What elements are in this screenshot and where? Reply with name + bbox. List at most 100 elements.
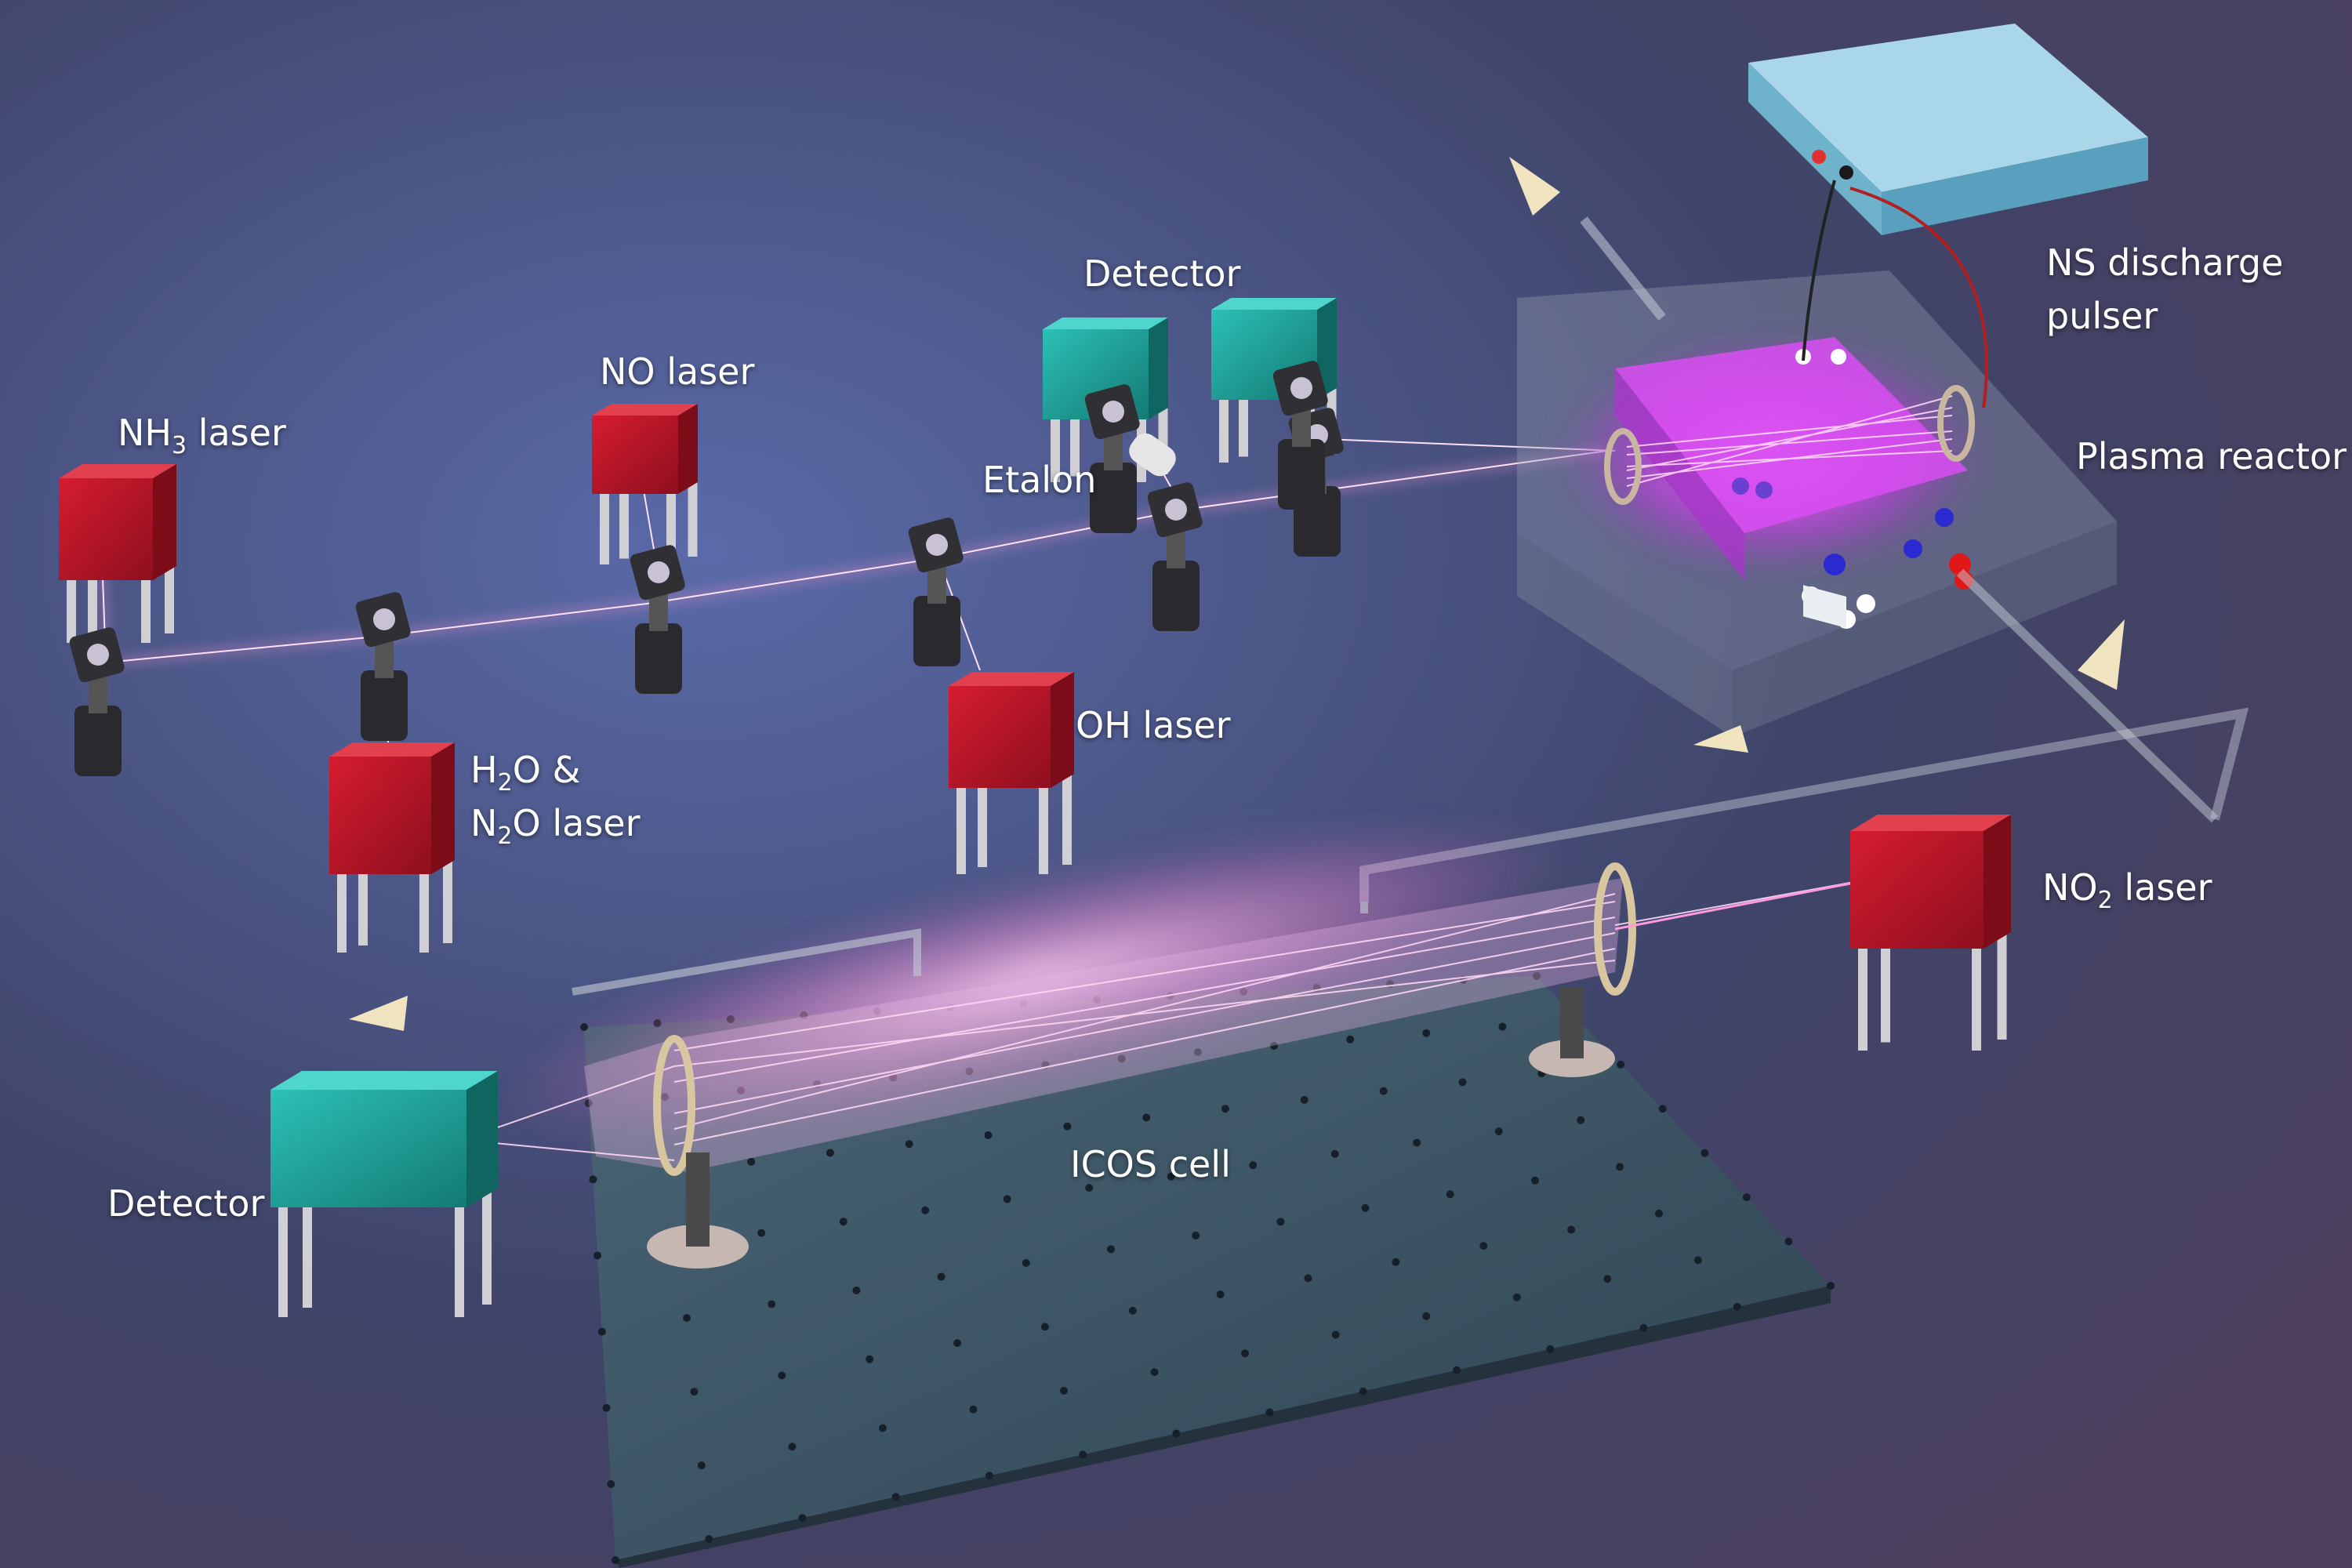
oh-laser-label: OH laser bbox=[1076, 704, 1231, 746]
table-hole bbox=[690, 1388, 699, 1396]
table-hole bbox=[826, 1149, 834, 1157]
table-hole bbox=[757, 1229, 766, 1237]
table-hole bbox=[1270, 1042, 1278, 1050]
table-hole bbox=[1172, 1429, 1181, 1438]
table-hole bbox=[1304, 1274, 1312, 1283]
table-hole bbox=[1330, 1149, 1339, 1158]
laser-sources bbox=[59, 404, 2011, 1051]
table-hole bbox=[778, 1371, 786, 1380]
mirror-mount bbox=[630, 545, 685, 694]
return-arrow bbox=[1693, 725, 1748, 753]
table-hole bbox=[878, 1424, 887, 1432]
table-hole bbox=[1167, 1172, 1175, 1181]
mirror-mount bbox=[355, 592, 411, 741]
table-hole bbox=[1128, 1306, 1137, 1315]
table-hole bbox=[1446, 1190, 1454, 1199]
table-hole bbox=[839, 1218, 848, 1226]
table-hole bbox=[788, 1443, 797, 1451]
table-hole bbox=[593, 1251, 602, 1260]
table-hole bbox=[1142, 1113, 1151, 1122]
no-laser-label: NO laser bbox=[600, 350, 755, 393]
detector-bottom-box bbox=[270, 1071, 498, 1317]
h2o-n2o-laser-label: H2O & N2O laser bbox=[470, 749, 641, 851]
table-hole bbox=[1498, 1022, 1507, 1031]
table-hole bbox=[1479, 1242, 1488, 1250]
table-hole bbox=[1577, 1116, 1585, 1124]
table-hole bbox=[1003, 1195, 1011, 1203]
table-hole bbox=[1655, 1209, 1663, 1218]
table-hole bbox=[1453, 1366, 1461, 1374]
gas-inlet-arrow bbox=[1509, 157, 1560, 216]
detectors bbox=[270, 298, 1337, 1317]
table-hole bbox=[921, 1206, 930, 1214]
table-hole bbox=[1392, 1258, 1400, 1266]
table-hole bbox=[683, 1314, 691, 1322]
table-hole bbox=[612, 1556, 619, 1564]
table-hole bbox=[1827, 1282, 1835, 1290]
no2-beam bbox=[1614, 880, 1859, 931]
icos-cell bbox=[349, 821, 1855, 1269]
table-hole bbox=[597, 1327, 606, 1336]
etalon bbox=[1129, 433, 1176, 477]
table-hole bbox=[852, 1287, 861, 1294]
etalon-label: Etalon bbox=[982, 459, 1097, 501]
table-hole bbox=[1658, 1105, 1667, 1113]
plasma-reactor-label: Plasma reactor bbox=[2076, 435, 2347, 477]
table-hole bbox=[1361, 1203, 1370, 1212]
table-hole bbox=[697, 1461, 706, 1470]
table-hole bbox=[1085, 1184, 1094, 1192]
h2o-n2o-laser-box bbox=[329, 742, 455, 953]
mirror-mount bbox=[1084, 384, 1140, 533]
table-hole bbox=[1300, 1095, 1308, 1104]
table-hole bbox=[798, 1514, 807, 1523]
table-hole bbox=[747, 1157, 756, 1166]
gas-outlet-arrow bbox=[2078, 619, 2125, 690]
table-hole bbox=[866, 1355, 874, 1363]
table-hole bbox=[1700, 1149, 1709, 1157]
table-hole bbox=[1060, 1386, 1068, 1395]
table-hole bbox=[1276, 1218, 1285, 1226]
table-hole bbox=[1359, 1387, 1367, 1396]
table-hole bbox=[1150, 1368, 1159, 1377]
exhaust-arrow bbox=[349, 996, 408, 1031]
table-hole bbox=[905, 1140, 913, 1149]
table-hole bbox=[891, 1493, 900, 1501]
icos-cell-label: ICOS cell bbox=[1070, 1143, 1231, 1185]
table-hole bbox=[1617, 1060, 1625, 1069]
table-hole bbox=[1693, 1256, 1702, 1265]
table-hole bbox=[602, 1403, 611, 1412]
mirror-mounts bbox=[69, 361, 1344, 776]
table-hole bbox=[1079, 1450, 1087, 1459]
table-hole bbox=[768, 1300, 776, 1308]
table-hole bbox=[984, 1131, 993, 1139]
table-hole bbox=[1494, 1127, 1503, 1136]
table-hole bbox=[1040, 1323, 1049, 1331]
table-hole bbox=[1616, 1163, 1624, 1171]
table-hole bbox=[1530, 1176, 1539, 1185]
table-hole bbox=[1346, 1035, 1355, 1044]
table-hole bbox=[1546, 1345, 1555, 1353]
mirror-mount bbox=[908, 517, 964, 666]
table-hole bbox=[1422, 1312, 1431, 1320]
table-hole bbox=[1567, 1225, 1576, 1234]
table-hole bbox=[1458, 1078, 1467, 1087]
table-hole bbox=[1192, 1231, 1200, 1240]
plasma-reactor bbox=[1359, 157, 2249, 902]
table-hole bbox=[1512, 1293, 1521, 1301]
table-hole bbox=[1107, 1245, 1115, 1254]
table-hole bbox=[1733, 1302, 1741, 1311]
no2-laser-box bbox=[1850, 815, 2011, 1051]
table-hole bbox=[589, 1175, 597, 1184]
table-hole bbox=[969, 1405, 978, 1414]
mirror-mount bbox=[1147, 482, 1203, 631]
no2-laser-label: NO2 laser bbox=[2042, 866, 2212, 914]
ns-discharge-pulser bbox=[1748, 24, 2148, 629]
table-hole bbox=[1241, 1349, 1250, 1358]
ns-pulser-label: NS discharge pulser bbox=[2046, 241, 2284, 338]
table-hole bbox=[1784, 1237, 1793, 1246]
table-hole bbox=[1639, 1323, 1648, 1332]
table-hole bbox=[705, 1535, 713, 1544]
no-laser-box bbox=[592, 404, 698, 564]
table-hole bbox=[1379, 1087, 1388, 1095]
mirror-mount bbox=[69, 627, 125, 776]
